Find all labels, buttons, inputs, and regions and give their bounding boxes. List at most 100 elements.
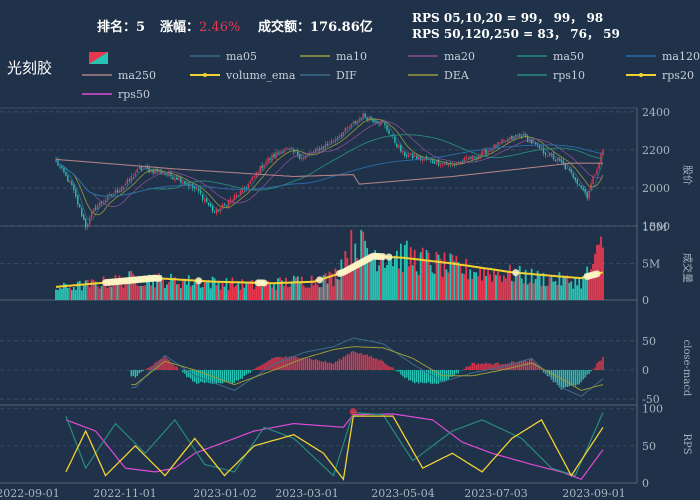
candle-body xyxy=(235,194,238,197)
y-tick-label: 10M xyxy=(642,221,667,234)
y-tick-label: 50 xyxy=(642,440,656,453)
volume-bar xyxy=(534,279,537,300)
candle-body xyxy=(519,134,521,136)
volume-bar xyxy=(524,269,527,300)
volume-bar xyxy=(348,266,351,300)
macd-bar xyxy=(156,361,158,370)
macd-bar xyxy=(221,370,224,384)
volume-bar xyxy=(193,281,196,300)
candle-body xyxy=(566,167,569,169)
candle-body xyxy=(465,157,467,159)
macd-bar xyxy=(586,370,588,375)
candle-body xyxy=(576,179,578,184)
dea-line xyxy=(131,346,604,391)
macd-bar xyxy=(328,362,331,370)
candle-body xyxy=(285,147,287,150)
volume-bar xyxy=(336,279,339,300)
macd-bar xyxy=(497,362,499,370)
volume-bar xyxy=(394,255,396,300)
volume-bar xyxy=(118,275,121,300)
macd-bar xyxy=(388,366,390,370)
volume-bar xyxy=(94,281,97,300)
candle-body xyxy=(227,201,230,207)
candle-body xyxy=(433,162,436,164)
candle-body xyxy=(314,148,317,152)
macd-bar xyxy=(219,370,222,384)
macd-bar xyxy=(384,363,386,370)
macd-bar xyxy=(223,370,226,383)
volume-bar xyxy=(473,271,476,300)
y-tick-label: 2200 xyxy=(642,144,670,157)
macd-bar xyxy=(285,356,287,370)
volume-bar xyxy=(86,279,89,300)
macd-bar xyxy=(398,370,400,372)
volume-bar xyxy=(294,277,297,300)
candle-body xyxy=(114,189,117,194)
volume-bar xyxy=(392,266,394,300)
volume-bar xyxy=(538,273,541,300)
volume-bar xyxy=(227,290,230,300)
y-axis-label: 股价 xyxy=(681,165,693,185)
candle-body xyxy=(574,177,576,181)
volume-bar xyxy=(546,285,549,300)
volume-ema-marker xyxy=(512,269,520,277)
volume-bar xyxy=(542,272,545,300)
macd-bar xyxy=(227,370,230,383)
volume-bar xyxy=(205,281,208,300)
change-value: 2.46% xyxy=(199,20,241,35)
ma10-line xyxy=(55,118,604,216)
candle-body xyxy=(318,148,321,151)
macd-bar xyxy=(140,370,142,372)
candle-body xyxy=(94,207,97,210)
candle-body xyxy=(306,154,309,155)
macd-bar xyxy=(261,364,263,370)
volume-bar xyxy=(197,279,200,300)
candle-body xyxy=(526,136,529,142)
macd-bar xyxy=(511,361,513,370)
candle-body xyxy=(295,151,297,153)
macd-bar xyxy=(507,363,509,370)
volume-bar xyxy=(106,288,109,300)
volume-bar xyxy=(221,282,224,300)
volume-bar xyxy=(84,280,87,300)
macd-bar xyxy=(314,359,317,370)
volume-bar xyxy=(342,275,345,300)
volume-bar xyxy=(451,254,454,300)
volume-bar xyxy=(437,254,440,300)
candle-body xyxy=(390,134,392,136)
volume-bar xyxy=(487,270,489,300)
volume-ema-marker xyxy=(316,276,324,284)
volume-bar xyxy=(354,243,357,300)
macd-bar xyxy=(536,365,539,370)
candle-body xyxy=(342,131,345,137)
volume-bar xyxy=(304,287,307,300)
macd-bar xyxy=(513,361,515,370)
macd-bar xyxy=(437,370,440,384)
volume-bar xyxy=(215,285,218,300)
macd-bar xyxy=(566,370,569,387)
volume-bar xyxy=(372,255,375,300)
candle-body xyxy=(203,199,206,201)
candle-body xyxy=(410,153,412,155)
candle-body xyxy=(570,169,572,173)
volume-bar xyxy=(413,250,416,300)
macd-bar xyxy=(241,370,243,379)
macd-bar xyxy=(295,356,297,370)
candle-body xyxy=(338,136,341,138)
candle-body xyxy=(144,167,146,169)
volume-bar xyxy=(435,251,438,300)
candle-body xyxy=(366,117,368,120)
candle-body xyxy=(279,151,281,154)
macd-bar xyxy=(493,363,495,370)
candle-body xyxy=(166,174,168,176)
volume-bar xyxy=(132,274,135,300)
volume-bar xyxy=(68,287,71,300)
macd-bar xyxy=(556,370,559,386)
candle-body xyxy=(523,133,525,137)
volume-bar xyxy=(374,250,376,300)
volume-bar xyxy=(308,287,311,300)
legend-label-ma05: ma05 xyxy=(226,50,257,63)
ma250-line xyxy=(55,158,603,185)
macd-bar xyxy=(485,362,487,370)
